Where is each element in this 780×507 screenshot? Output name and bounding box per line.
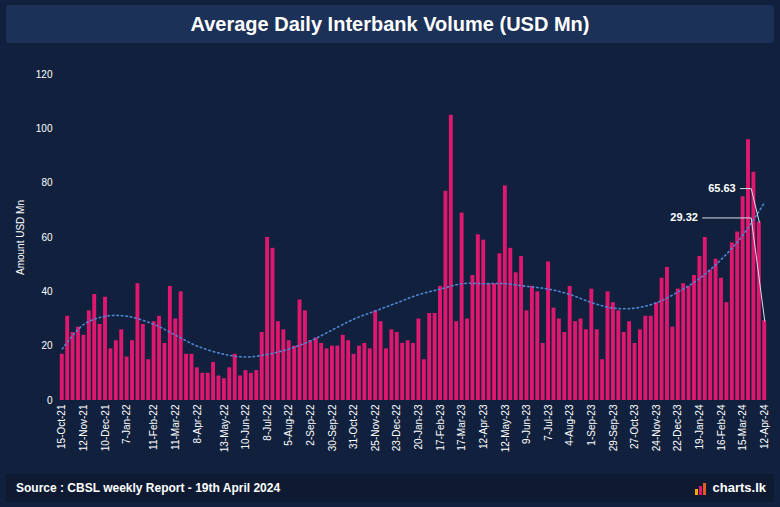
svg-text:100: 100 (36, 123, 53, 134)
svg-text:16-Feb-24: 16-Feb-24 (716, 404, 727, 451)
svg-text:12-Apr-23: 12-Apr-23 (478, 404, 489, 449)
svg-text:7-Jul-23: 7-Jul-23 (543, 404, 554, 441)
svg-text:12-Apr-24: 12-Apr-24 (759, 404, 770, 449)
svg-text:120: 120 (36, 69, 53, 80)
svg-text:15-Mar-24: 15-Mar-24 (737, 404, 748, 451)
svg-text:8-Jul-22: 8-Jul-22 (262, 404, 273, 441)
svg-text:11-Mar-22: 11-Mar-22 (170, 404, 181, 450)
svg-text:17-Mar-23: 17-Mar-23 (456, 404, 467, 451)
html-text:Source : CBSL weekly Report -: Source : CBSL weekly Report - 19th April… (16, 481, 281, 495)
html-text:charts.lk: charts.lk (712, 480, 766, 495)
svg-text:9-Jun-23: 9-Jun-23 (521, 404, 532, 444)
svg-text:0: 0 (47, 395, 53, 406)
svg-text:30-Sep-22: 30-Sep-22 (327, 404, 338, 451)
svg-text:22-Dec-23: 22-Dec-23 (672, 404, 683, 451)
svg-text:60: 60 (41, 232, 53, 243)
svg-text:65.63: 65.63 (708, 182, 736, 194)
svg-text:10-Jun-22: 10-Jun-22 (240, 404, 251, 449)
svg-text:Amount USD Mn: Amount USD Mn (15, 200, 26, 275)
svg-text:23-Dec-22: 23-Dec-22 (391, 404, 402, 451)
svg-text:19-Jan-24: 19-Jan-24 (694, 404, 705, 449)
svg-text:20-Jan-23: 20-Jan-23 (413, 404, 424, 449)
svg-text:12-Nov-21: 12-Nov-21 (78, 404, 89, 451)
svg-text:11-Feb-22: 11-Feb-22 (148, 404, 159, 450)
svg-text:4-Aug-23: 4-Aug-23 (564, 404, 575, 446)
svg-text:8-Apr-22: 8-Apr-22 (192, 404, 203, 443)
svg-text:17-Feb-23: 17-Feb-23 (435, 404, 446, 451)
svg-text:31-Oct-22: 31-Oct-22 (348, 404, 359, 449)
svg-text:15-Oct-21: 15-Oct-21 (56, 404, 67, 449)
svg-text:5-Aug-22: 5-Aug-22 (283, 404, 294, 446)
svg-text:24-Nov-23: 24-Nov-23 (651, 404, 662, 451)
html-text:Average Daily Interbank Volume: Average Daily Interbank Volume (USD Mn) (190, 13, 590, 35)
svg-text:80: 80 (41, 177, 53, 188)
svg-text:13-May-22: 13-May-22 (219, 404, 230, 452)
svg-text:29.32: 29.32 (670, 211, 698, 223)
svg-text:2-Sep-22: 2-Sep-22 (305, 404, 316, 446)
svg-text:29-Sep-23: 29-Sep-23 (608, 404, 619, 451)
svg-text:1-Sep-23: 1-Sep-23 (586, 404, 597, 446)
svg-text:12-May-23: 12-May-23 (500, 404, 511, 452)
svg-text:40: 40 (41, 286, 53, 297)
svg-text:20: 20 (41, 340, 53, 351)
svg-text:7-Jan-22: 7-Jan-22 (121, 404, 132, 444)
svg-text:27-Oct-23: 27-Oct-23 (629, 404, 640, 449)
svg-text:25-Nov-22: 25-Nov-22 (370, 404, 381, 451)
svg-text:10-Dec-21: 10-Dec-21 (100, 404, 111, 451)
